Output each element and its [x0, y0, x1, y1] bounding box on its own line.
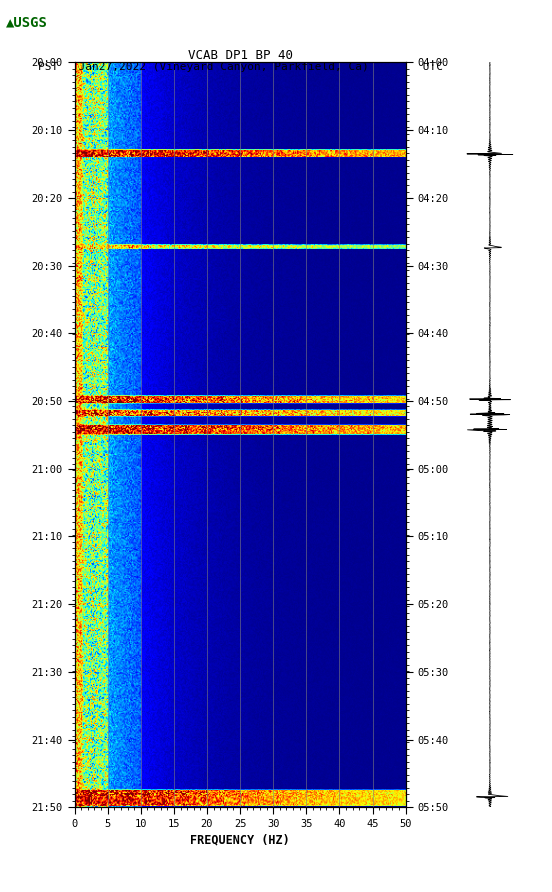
Text: PST   Jan27,2022 (Vineyard Canyon, Parkfield, Ca)        UTC: PST Jan27,2022 (Vineyard Canyon, Parkfie…	[38, 62, 443, 72]
Text: VCAB DP1 BP 40: VCAB DP1 BP 40	[188, 49, 293, 62]
X-axis label: FREQUENCY (HZ): FREQUENCY (HZ)	[190, 833, 290, 847]
Text: ▲USGS: ▲USGS	[6, 15, 47, 29]
